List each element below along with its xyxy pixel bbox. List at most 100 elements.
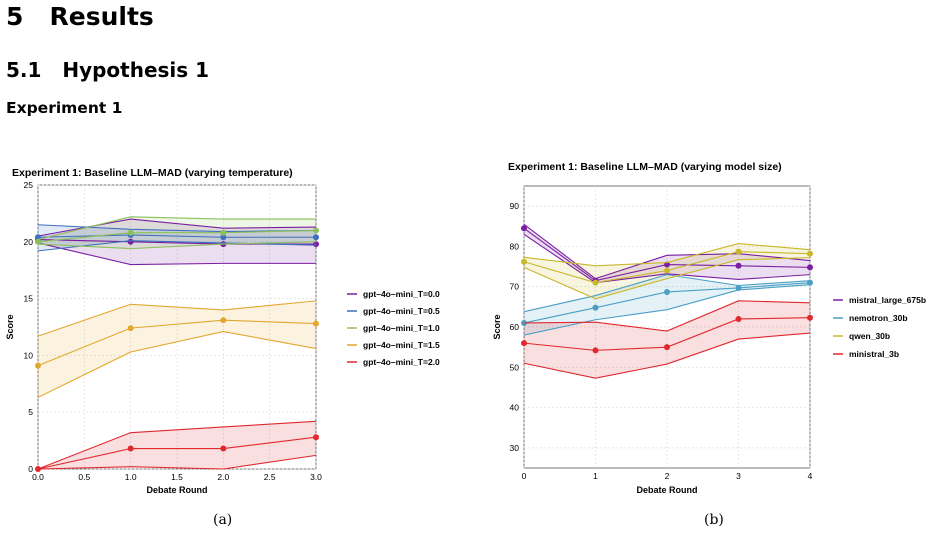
x-tick-label: 0.5 [78, 472, 90, 482]
legend-label: qwen_30b [849, 331, 890, 341]
legend-label: mistral_large_675b [849, 295, 926, 305]
y-axis-label: Score [5, 314, 15, 339]
data-point [735, 262, 742, 269]
y-tick-label: 30 [510, 443, 520, 453]
y-tick-label: 5 [28, 407, 33, 417]
x-axis-label: Debate Round [146, 485, 207, 495]
legend-label: gpt–4o–mini_T=2.0 [363, 357, 440, 367]
data-point [35, 362, 41, 369]
data-point [220, 229, 227, 236]
caption-b: (b) [704, 512, 724, 528]
data-point [592, 304, 599, 311]
y-tick-label: 90 [510, 201, 520, 211]
data-point [735, 315, 742, 322]
series-lower-line [523, 233, 811, 284]
series-upper-line [37, 224, 317, 233]
series-lower-line [523, 284, 811, 336]
series-lower-line [37, 242, 316, 266]
section-heading: 5 Results [6, 2, 154, 31]
data-point [127, 325, 134, 332]
data-point [807, 314, 813, 321]
subsection-heading: 5.1 Hypothesis 1 [6, 58, 210, 82]
subsubsection-heading: Experiment 1 [6, 99, 123, 117]
x-tick-label: 3 [736, 471, 741, 481]
data-point [127, 445, 134, 452]
series-upper-line [37, 420, 317, 470]
data-point [735, 284, 742, 291]
series-upper-line [37, 300, 317, 337]
data-point [664, 344, 670, 351]
series-lower-line [37, 241, 317, 250]
series-upper-line [523, 300, 811, 332]
data-point [220, 445, 227, 452]
x-tick-label: 4 [808, 471, 813, 481]
x-tick-label: 0 [522, 471, 527, 481]
x-tick-label: 1.5 [171, 472, 183, 482]
y-axis-label: Score [492, 314, 502, 339]
data-point [313, 234, 319, 241]
legend-label: gpt–4o–mini_T=0.5 [363, 306, 440, 316]
data-point [35, 466, 41, 472]
series-lower-line [523, 257, 811, 300]
legend-label: nemotron_30b [849, 313, 908, 323]
y-tick-label: 10 [24, 350, 34, 360]
data-point [313, 434, 319, 441]
data-point [220, 234, 227, 241]
x-axis-label: Debate Round [636, 485, 697, 495]
data-point [313, 227, 319, 234]
x-tick-label: 2.0 [217, 472, 229, 482]
data-point [521, 258, 527, 265]
series-upper-line [37, 216, 316, 241]
series-band [38, 421, 316, 469]
caption-a: (a) [213, 512, 233, 528]
data-point [592, 279, 599, 286]
series-lower-line [37, 240, 317, 252]
x-tick-label: 1 [593, 471, 598, 481]
series-upper-line [37, 218, 317, 237]
series-line [37, 234, 316, 238]
data-point [735, 248, 742, 255]
chart-title-b: Experiment 1: Baseline LLM–MAD (varying … [508, 161, 782, 173]
legend-label: gpt–4o–mini_T=1.0 [363, 323, 440, 333]
x-tick-label: 2.5 [264, 472, 276, 482]
data-point [521, 340, 527, 347]
data-point [127, 238, 134, 245]
x-tick-label: 2 [665, 471, 670, 481]
x-tick-label: 3.0 [310, 472, 322, 482]
series-band [38, 224, 316, 251]
series-lower-line [37, 330, 317, 398]
data-point [220, 317, 227, 324]
y-tick-label: 80 [510, 241, 520, 251]
legend-label: gpt–4o–mini_T=0.0 [363, 289, 440, 299]
y-tick-label: 60 [510, 322, 520, 332]
series-band [38, 300, 316, 398]
data-point [664, 267, 670, 274]
y-tick-label: 20 [24, 237, 34, 247]
data-point [807, 250, 813, 257]
series-upper-line [523, 223, 811, 280]
series-lower-line [37, 454, 317, 470]
data-point [807, 279, 813, 286]
series-upper-line [523, 243, 811, 267]
y-tick-label: 40 [510, 403, 520, 413]
chart-title-a: Experiment 1: Baseline LLM–MAD (varying … [12, 167, 293, 179]
data-point [127, 229, 134, 236]
data-point [35, 238, 41, 245]
x-tick-label: 0.0 [32, 472, 44, 482]
series-line [37, 319, 317, 367]
x-tick-label: 1.0 [125, 472, 137, 482]
series-lower-line [523, 332, 811, 379]
data-point [521, 225, 527, 232]
data-point [664, 288, 670, 295]
data-point [807, 264, 813, 271]
y-tick-label: 50 [510, 362, 520, 372]
y-tick-label: 25 [24, 180, 34, 190]
y-tick-label: 70 [510, 282, 520, 292]
data-point [592, 347, 599, 354]
series-upper-line [523, 274, 811, 313]
series-line [37, 229, 317, 243]
y-tick-label: 15 [24, 294, 34, 304]
series-line [37, 436, 317, 470]
y-tick-label: 0 [28, 464, 33, 474]
